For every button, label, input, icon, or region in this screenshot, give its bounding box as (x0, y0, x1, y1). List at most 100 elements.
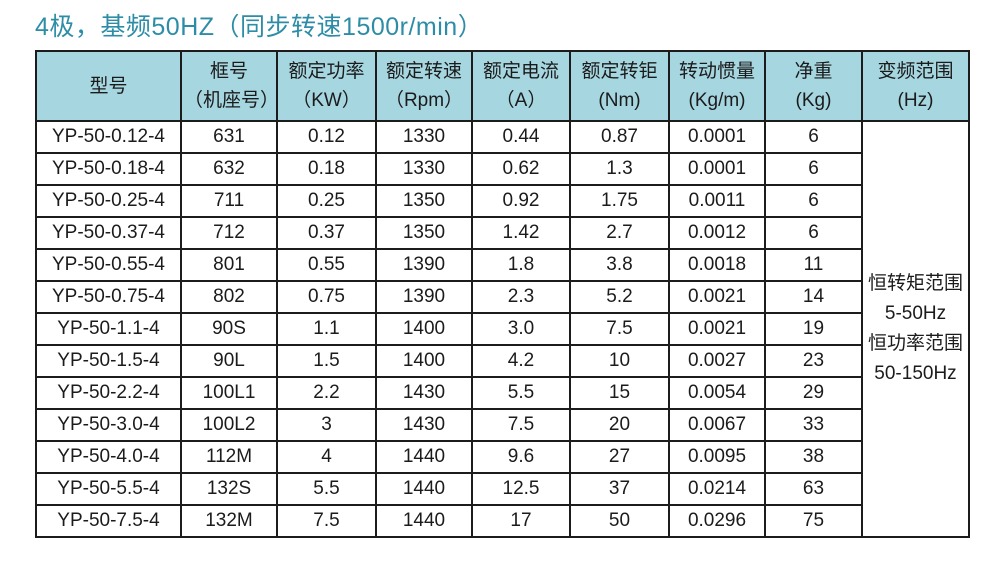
column-header-line2: （A） (495, 90, 547, 111)
table-cell: 3.0 (471, 312, 571, 346)
table-row: YP-50-0.55-4 801 0.55 1390 1.8 3.8 0.0018 11 (35, 248, 969, 282)
freq-range-line: 50-150Hz (874, 363, 957, 384)
table-row: YP-50-0.18-4 632 0.18 1330 0.62 1.3 0.0001 6 (35, 152, 969, 186)
table-cell: 0.25 (276, 184, 377, 218)
table-cell: 0.75 (276, 280, 377, 314)
table-cell: YP-50-7.5-4 (35, 504, 182, 538)
table-cell: 2.7 (569, 216, 670, 250)
column-header-weight: 净重 (Kg) (764, 50, 863, 122)
table-row: YP-50-2.2-4 100L1 2.2 1430 5.5 15 0.0054 29 (35, 376, 969, 410)
table-cell: 100L1 (180, 376, 278, 410)
table-cell: 90S (180, 312, 278, 346)
table-cell: 0.0296 (668, 504, 766, 538)
column-header-frame: 框号 （机座号） (180, 50, 278, 122)
table-cell: 9.6 (471, 440, 571, 474)
table-cell: 0.0095 (668, 440, 766, 474)
table-cell: 37 (569, 472, 670, 506)
table-cell: 1330 (375, 152, 473, 186)
table-cell: 63 (764, 472, 863, 506)
column-header-inertia: 转动惯量 (Kg/m) (668, 50, 766, 122)
table-cell: 0.0027 (668, 344, 766, 378)
table-cell: 1440 (375, 504, 473, 538)
table-cell: 7.5 (276, 504, 377, 538)
table-cell: 0.87 (569, 120, 670, 154)
column-header-line2: （Rpm） (384, 90, 464, 111)
table-cell: 6 (764, 120, 863, 154)
table-cell: 1390 (375, 248, 473, 282)
table-cell: 0.0021 (668, 280, 766, 314)
table-cell: 1.8 (471, 248, 571, 282)
table-cell: 1430 (375, 376, 473, 410)
table-cell: 1.75 (569, 184, 670, 218)
table-cell: 631 (180, 120, 278, 154)
column-header-line1: 型号 (89, 75, 128, 97)
table-cell: 15 (569, 376, 670, 410)
table-cell: 6 (764, 216, 863, 250)
table-cell: 0.0001 (668, 120, 766, 154)
table-cell: 0.62 (471, 152, 571, 186)
table-cell: 0.0214 (668, 472, 766, 506)
table-cell: 19 (764, 312, 863, 346)
column-header-line1: 额定转速 (385, 61, 462, 82)
table-cell: 1430 (375, 408, 473, 442)
table-cell: 10 (569, 344, 670, 378)
table-cell: 1330 (375, 120, 473, 154)
column-header-line2: （KW） (292, 90, 361, 111)
table-cell: YP-50-0.75-4 (35, 280, 182, 314)
table-cell: 75 (764, 504, 863, 538)
table-cell: 5.2 (569, 280, 670, 314)
table-cell: 14 (764, 280, 863, 314)
table-cell: 90L (180, 344, 278, 378)
freq-range-line: 5-50Hz (884, 303, 947, 324)
column-header-line2: (Kg/m) (688, 90, 746, 111)
table-row: YP-50-0.75-4 802 0.75 1390 2.3 5.2 0.0021 14 (35, 280, 969, 314)
column-header-freq-range: 变频范围 (Hz) (861, 50, 970, 122)
table-cell: 5.5 (471, 376, 571, 410)
table-cell: 0.0011 (668, 184, 766, 218)
table-cell: 112M (180, 440, 278, 474)
table-cell: 5.5 (276, 472, 377, 506)
table-cell: YP-50-0.18-4 (35, 152, 182, 186)
table-cell: 0.37 (276, 216, 377, 250)
table-cell: 2.3 (471, 280, 571, 314)
table-cell: YP-50-4.0-4 (35, 440, 182, 474)
table-cell: 1440 (375, 472, 473, 506)
freq-range-line: 恒功率范围 (867, 333, 963, 354)
freq-range-cell: 恒转矩范围 5-50Hz 恒功率范围 50-150Hz (861, 120, 970, 538)
table-cell: 0.0012 (668, 216, 766, 250)
column-header-power: 额定功率 （KW） (276, 50, 377, 122)
column-header-line1: 额定电流 (482, 61, 559, 82)
column-header-line2: (Hz) (897, 90, 934, 111)
table-cell: 3.8 (569, 248, 670, 282)
table-cell: 4 (276, 440, 377, 474)
table-cell: 0.0018 (668, 248, 766, 282)
column-header-line1: 转动惯量 (678, 61, 755, 82)
table-row: YP-50-0.25-4 711 0.25 1350 0.92 1.75 0.0011 6 (35, 184, 969, 218)
table-cell: 2.2 (276, 376, 377, 410)
column-header-line1: 变频范围 (877, 61, 954, 82)
table-cell: 50 (569, 504, 670, 538)
table-cell: 1.42 (471, 216, 571, 250)
motor-spec-table: 型号 框号 （机座号） 额定功率 （KW） 额定转速 （Rpm） 额定电流 （A） 额定转钜 (Nm… (35, 50, 970, 538)
table-cell: 27 (569, 440, 670, 474)
table-cell: 20 (569, 408, 670, 442)
table-body: YP-50-0.12-4 631 0.12 1330 0.44 0.87 0.0001 6 恒转… (35, 120, 970, 538)
table-cell: 1400 (375, 344, 473, 378)
column-header-line1: 净重 (794, 61, 833, 82)
table-row: YP-50-4.0-4 112M 4 1440 9.6 27 0.0095 38 (35, 440, 969, 474)
table-cell: 100L2 (180, 408, 278, 442)
column-header-line1: 额定功率 (288, 61, 365, 82)
table-cell: 802 (180, 280, 278, 314)
table-row: YP-50-3.0-4 100L2 3 1430 7.5 20 0.0067 33 (35, 408, 969, 442)
table-cell: YP-50-1.1-4 (35, 312, 182, 346)
header-row: 型号 框号 （机座号） 额定功率 （KW） 额定转速 （Rpm） 额定电流 （A） 额定转钜 (Nm… (35, 50, 970, 122)
table-cell: YP-50-0.12-4 (35, 120, 182, 154)
column-header-line2: (Kg) (795, 90, 832, 111)
table-cell: 7.5 (471, 408, 571, 442)
table-row: YP-50-1.5-4 90L 1.5 1400 4.2 10 0.0027 23 (35, 344, 969, 378)
column-header-torque: 额定转钜 (Nm) (569, 50, 670, 122)
table-cell: 1440 (375, 440, 473, 474)
column-header-speed: 额定转速 （Rpm） (375, 50, 473, 122)
table-cell: 132M (180, 504, 278, 538)
